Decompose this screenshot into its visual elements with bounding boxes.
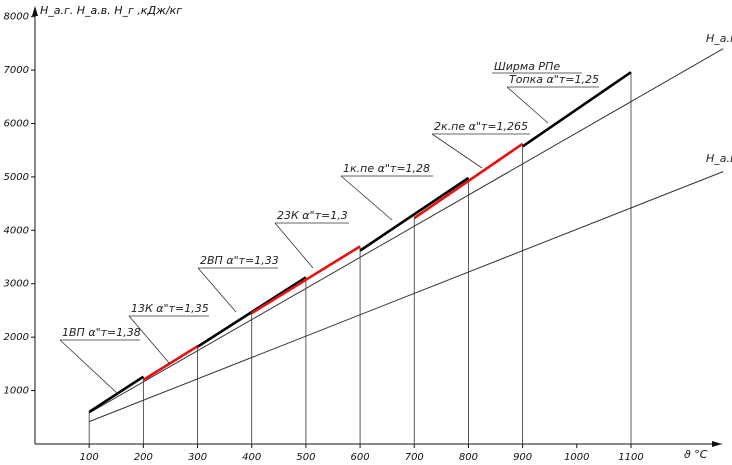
annotation-label: Ширма РПе [494, 60, 560, 73]
leader-line [197, 267, 237, 313]
segment-label: 2ВП α"т=1,33 [200, 254, 279, 267]
x-tick-label: 100 [80, 452, 99, 463]
leader-line [274, 222, 314, 269]
leader-line [128, 315, 171, 365]
series-lines [88, 48, 724, 444]
x-tick-label: 700 [405, 452, 424, 463]
segment-line [521, 71, 632, 148]
segment-label: 23К α"т=1,3 [277, 209, 348, 222]
ticks: 1000 2000 3000 4000 5000 6000 7000 8000 100 200 30… [4, 12, 644, 463]
x-tick-label: 800 [459, 452, 478, 463]
leader-line [340, 175, 393, 221]
labels: H_a.г. H_a.в. H_г ,кДж/кг ϑ °C 1ВП α"т=1,3… [40, 4, 732, 461]
segment-label: 1ВП α"т=1,38 [62, 326, 141, 339]
segment-label: 13К α"т=1,35 [131, 302, 209, 315]
x-tick-label: 400 [242, 452, 261, 463]
x-tick-label: 500 [296, 452, 315, 463]
y-tick-label: 6000 [4, 118, 29, 129]
y-tick-label: 1000 [4, 386, 29, 397]
axes [32, 6, 722, 447]
annotation-label: Н_a.в. [706, 152, 732, 165]
y-tick-label: 3000 [4, 279, 29, 290]
y-axis-title: H_a.г. H_a.в. H_г ,кДж/кг [40, 4, 182, 17]
x-tick-label: 900 [513, 452, 532, 463]
x-tick-label: 1100 [618, 452, 643, 463]
annotation-label: Н_a.г. [706, 32, 732, 45]
x-axis-title: ϑ °C [684, 448, 708, 461]
series-line [89, 171, 724, 423]
y-tick-label: 8000 [4, 12, 29, 23]
leader-line [59, 339, 119, 395]
segment-label: 1к.пе α"т=1,28 [343, 162, 430, 175]
leader-line [431, 133, 483, 169]
y-tick-label: 7000 [4, 65, 29, 76]
x-axis-arrow [712, 441, 722, 447]
segments [88, 71, 632, 414]
x-tick-label: 200 [134, 452, 153, 463]
segment-line [251, 245, 361, 315]
y-axis-arrow [32, 6, 38, 16]
leader-line [506, 86, 549, 124]
segment-line [142, 345, 199, 382]
x-tick-label: 300 [188, 452, 207, 463]
series-line [88, 48, 724, 414]
segment-line [359, 176, 470, 252]
segment-label: 2к.пе α"т=1,265 [434, 120, 528, 133]
x-tick-label: 600 [351, 452, 370, 463]
segment-line [413, 142, 524, 220]
y-tick-label: 4000 [4, 225, 29, 236]
y-tick-label: 5000 [4, 172, 29, 183]
segment-label: Топка α"т=1,25 [509, 73, 599, 86]
segment-line [88, 375, 145, 414]
x-tick-label: 1000 [564, 452, 589, 463]
y-tick-label: 2000 [4, 332, 29, 343]
